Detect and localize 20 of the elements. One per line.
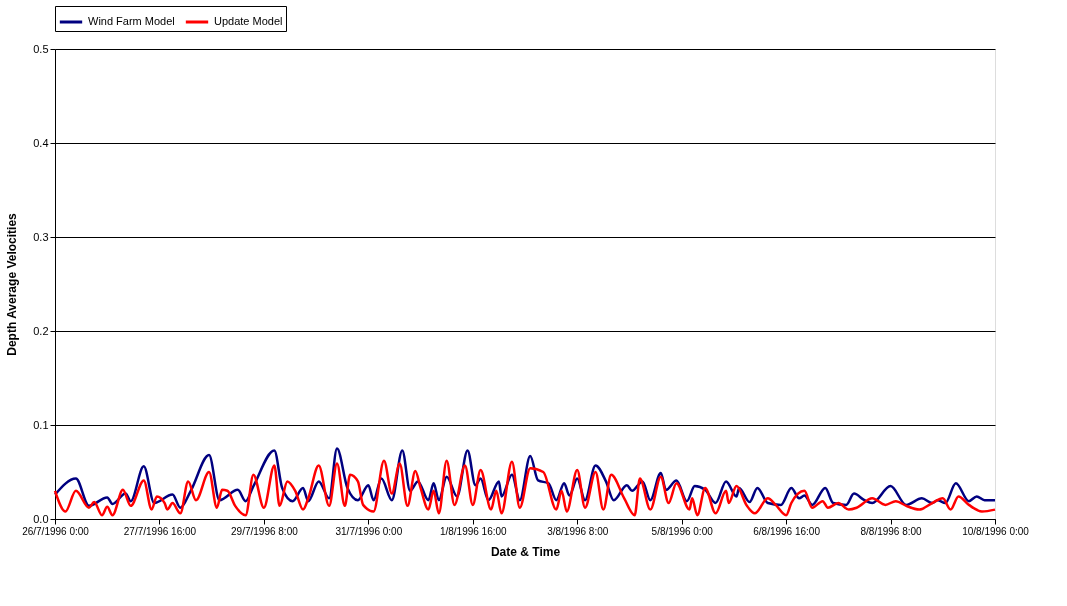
x-tick-label: 5/8/1996 0:00 [651,525,714,537]
y-tick-label: 0.2 [33,324,49,337]
y-tick-label: 0.1 [33,418,49,431]
y-tick-label: 0.0 [33,512,49,525]
x-tick-label: 10/8/1996 0:00 [962,525,1030,537]
y-axis-title: Depth Average Velocities [5,212,20,356]
x-tick-label: 3/8/1996 8:00 [547,525,609,537]
y-tick-label: 0.3 [33,230,49,243]
y-tick-label: 0.5 [33,42,49,55]
x-tick-label: 1/8/1996 16:00 [439,525,508,537]
x-tick-label: 27/7/1996 16:00 [123,525,197,537]
x-axis-title: Date & Time [490,544,561,559]
x-tick-label: 8/8/1996 8:00 [860,525,923,537]
x-tick-label: 6/8/1996 16:00 [753,525,821,537]
y-tick-label: 0.4 [33,136,49,149]
x-tick-label: 29/7/1996 8:00 [231,525,299,537]
x-tick-label: 31/7/1996 0:00 [335,525,403,537]
x-tick-label: 26/7/1996 0:00 [22,525,90,537]
legend-label: Wind Farm Model [88,15,175,27]
legend-label: Update Model [214,15,283,27]
